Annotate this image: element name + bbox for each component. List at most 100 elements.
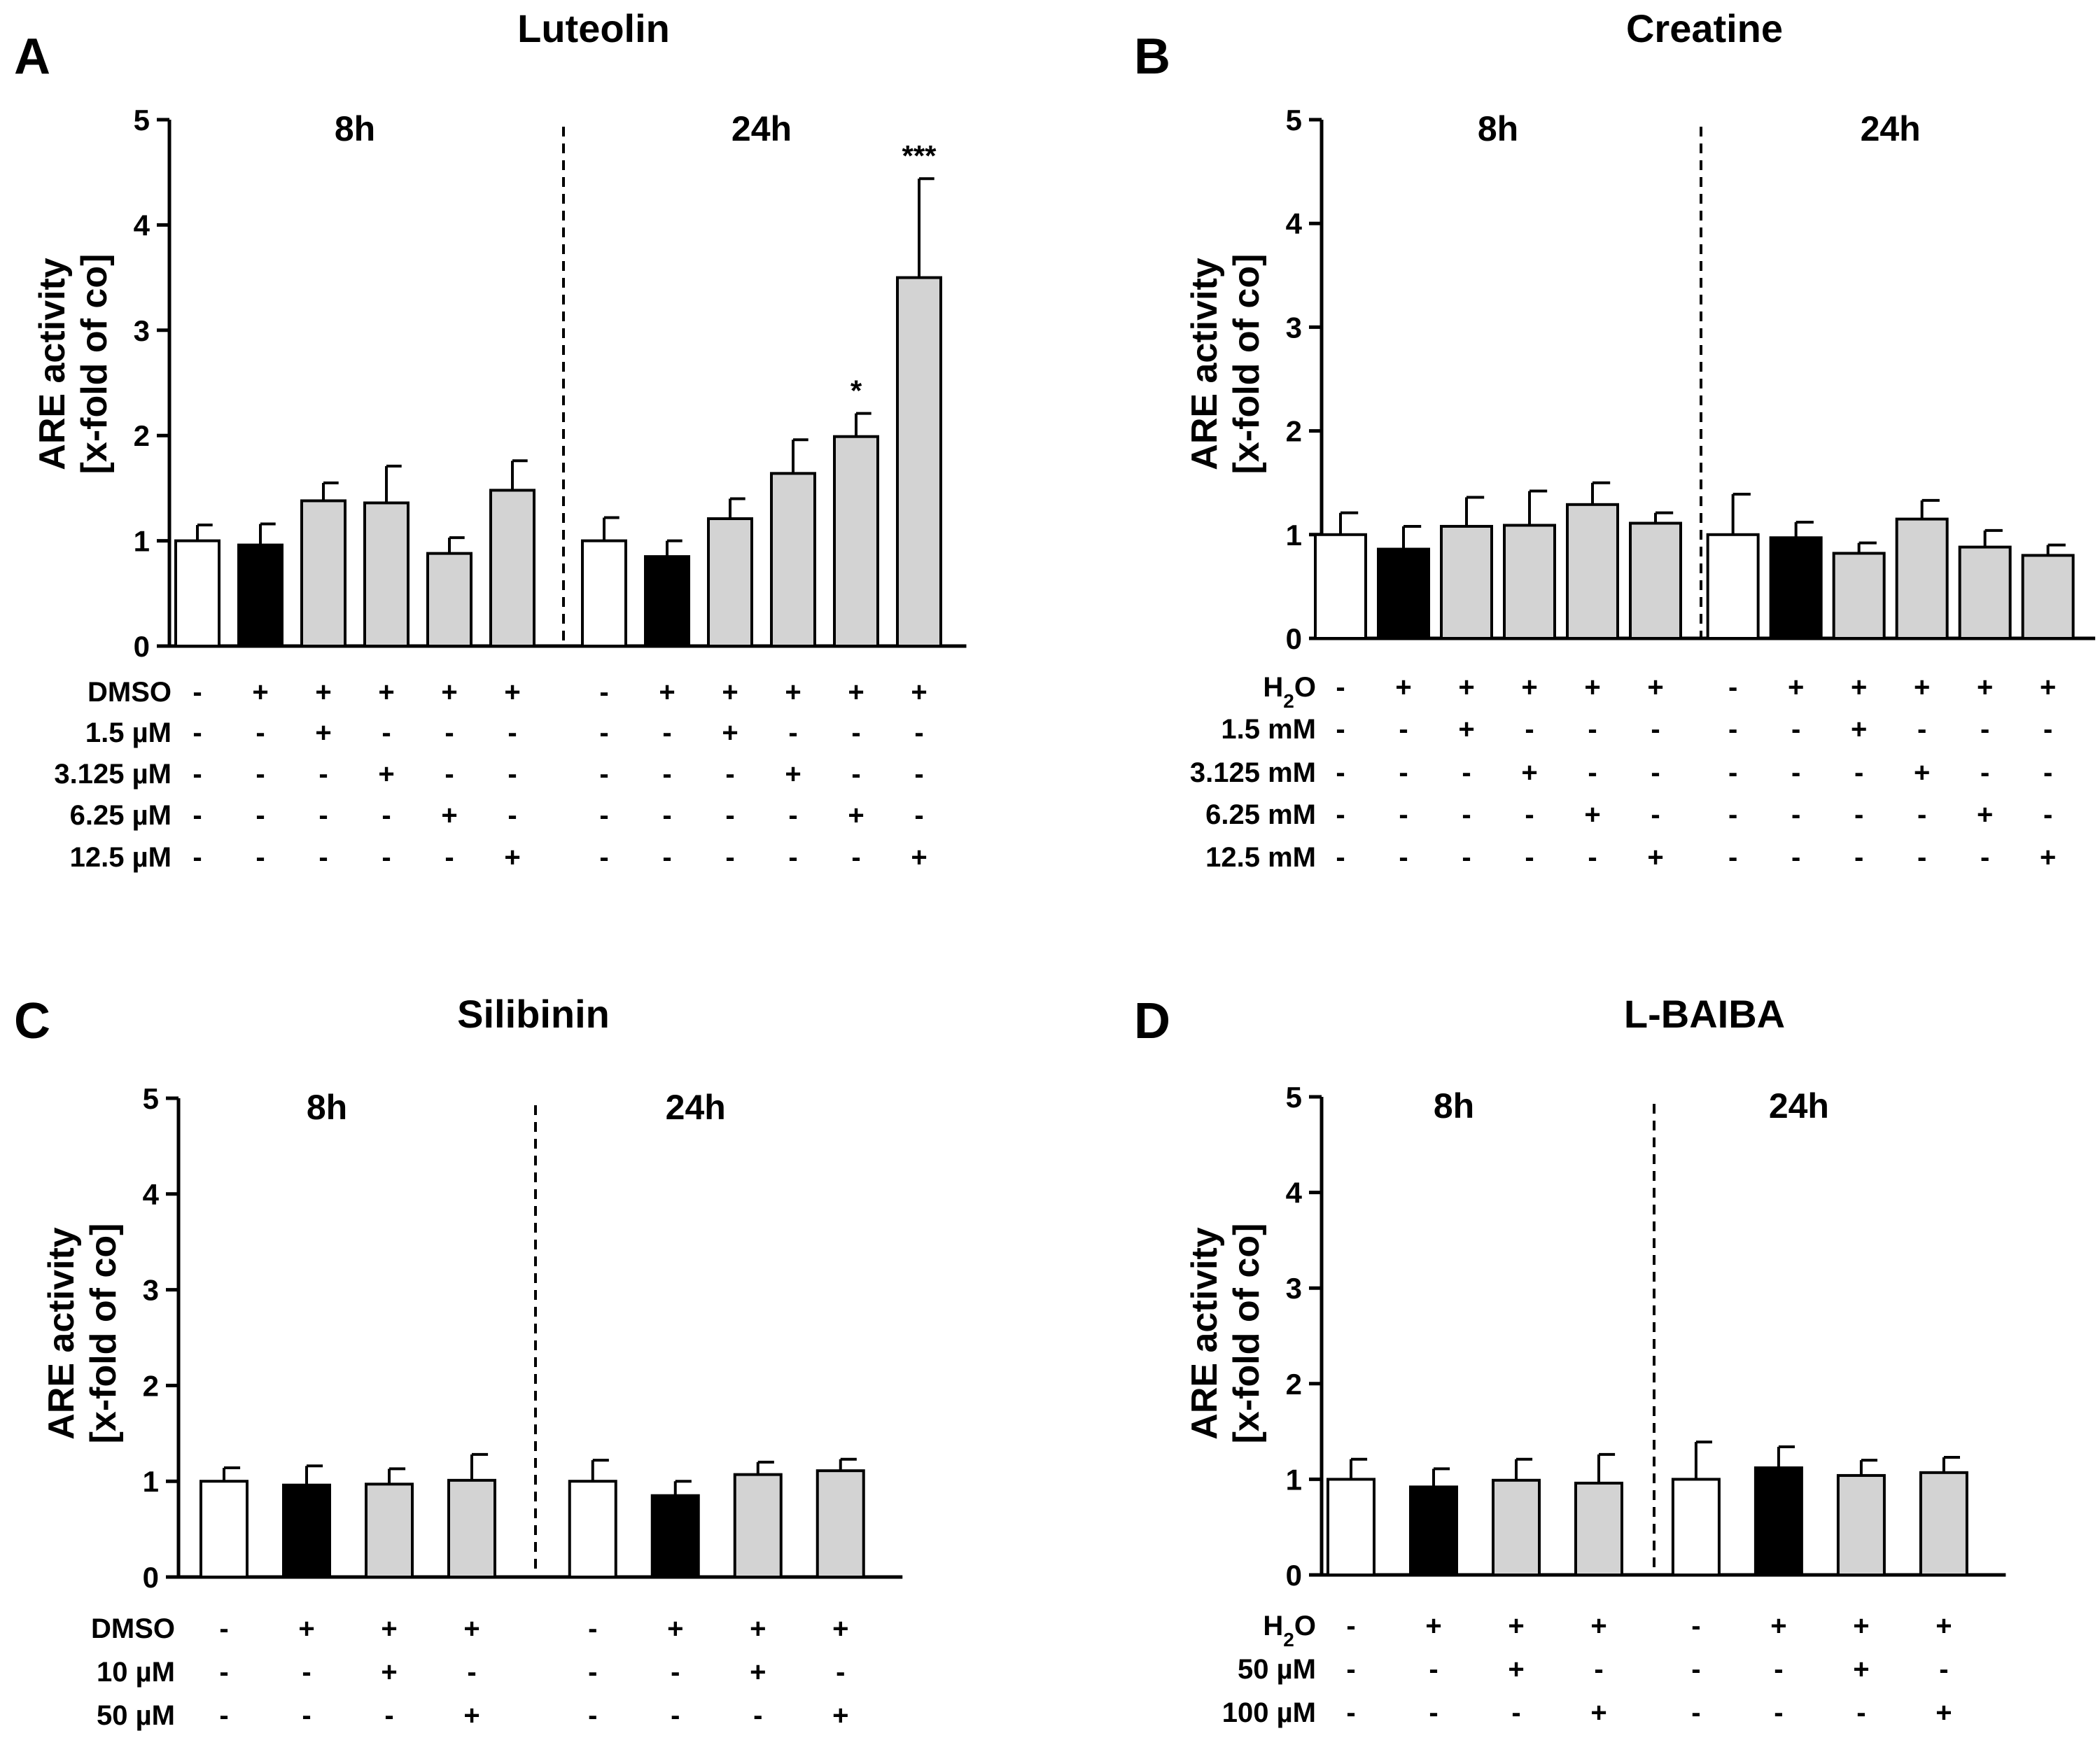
condition-sign: + [1590, 1697, 1606, 1728]
time-label-8h: 8h [307, 1088, 347, 1127]
condition-sign: + [1521, 757, 1537, 788]
bar-24h-4 [1919, 1471, 1968, 1576]
condition-sign: - [1791, 714, 1800, 745]
condition-sign: - [599, 717, 608, 748]
condition-sign: + [722, 717, 738, 748]
condition-sign: + [750, 1613, 766, 1644]
condition-sign: - [1336, 672, 1345, 703]
condition-sign: - [444, 842, 454, 873]
condition-label: 50 µM [1238, 1654, 1316, 1685]
bar-8h-3 [365, 1483, 414, 1578]
bar-8h-2 [282, 1483, 331, 1579]
condition-sign: - [914, 800, 923, 831]
condition-sign: - [1462, 842, 1471, 873]
condition-sign: + [911, 842, 927, 873]
condition-sign: - [192, 759, 202, 790]
condition-sign: - [2043, 757, 2052, 788]
condition-sign: - [1346, 1611, 1355, 1641]
condition-sign: - [192, 800, 202, 831]
panel-title: Silibinin [457, 992, 610, 1036]
y-axis-label-2: [x-fold of co] [1226, 1224, 1267, 1444]
condition-sign: - [914, 717, 923, 748]
bar-24h-1 [581, 539, 627, 647]
panel-c: C Silibinin ARE activity [x-fold of co] 0 1 2 3… [14, 992, 903, 1731]
y-tick-label: 1 [1286, 1463, 1302, 1496]
condition-sign: - [599, 677, 608, 708]
condition-sign: - [1346, 1697, 1355, 1728]
condition-sign: - [1856, 1697, 1865, 1728]
bar-24h-1 [568, 1480, 617, 1578]
panel-label: B [1134, 29, 1170, 85]
condition-sign: - [318, 759, 328, 790]
condition-sign: - [1980, 842, 1989, 873]
condition-sign: - [1791, 799, 1800, 830]
condition-sign: + [785, 677, 801, 708]
condition-sign: + [381, 1613, 397, 1644]
condition-sign: - [1525, 842, 1534, 873]
condition-sign: + [1977, 672, 1993, 703]
condition-sign: - [1462, 799, 1471, 830]
bar-24h-2 [644, 555, 690, 647]
condition-sign: + [1770, 1611, 1786, 1641]
y-tick-label: 1 [143, 1465, 159, 1498]
panel-title: Creatine [1626, 6, 1783, 50]
bar-8h-3 [1492, 1478, 1541, 1577]
condition-sign: + [463, 1700, 479, 1731]
y-tick-label: 4 [1286, 1177, 1303, 1210]
condition-sign: + [252, 677, 268, 708]
bar-24h-3 [1836, 1473, 1886, 1577]
condition-sign: - [725, 842, 734, 873]
condition-sign: + [1584, 672, 1600, 703]
condition-label: 3.125 µM [54, 759, 172, 790]
condition-sign: - [1691, 1697, 1700, 1728]
y-tick-label: 0 [1286, 622, 1302, 655]
condition-sign: - [382, 800, 391, 831]
condition-sign: - [671, 1657, 680, 1688]
condition-sign: + [2040, 842, 2056, 873]
condition-label: H2O [1263, 1611, 1316, 1651]
condition-sign: - [1728, 714, 1737, 745]
condition-sign: + [1914, 757, 1930, 788]
condition-sign: - [507, 759, 517, 790]
y-axis-label: ARE activity [1184, 1227, 1225, 1440]
bar-8h-1 [174, 539, 220, 647]
condition-sign: - [1594, 1654, 1603, 1685]
condition-sign: + [1935, 1697, 1952, 1728]
condition-sign: + [441, 677, 457, 708]
condition-sign: + [1914, 672, 1930, 703]
condition-sign: - [219, 1613, 228, 1644]
time-label-24h: 24h [1861, 109, 1921, 148]
y-tick-label: 3 [143, 1274, 159, 1307]
condition-sign: + [848, 677, 864, 708]
condition-sign: + [1584, 799, 1600, 830]
condition-sign: - [753, 1700, 762, 1731]
bar-24h-3 [1832, 552, 1886, 640]
condition-sign: + [298, 1613, 314, 1644]
bar-8h-5 [426, 552, 472, 648]
condition-sign: - [1917, 799, 1926, 830]
bar-8h-1 [1314, 533, 1367, 640]
panel-label: D [1134, 993, 1170, 1049]
condition-sign: - [2043, 799, 2052, 830]
bar-24h-4 [1895, 517, 1949, 640]
condition-label: 100 µM [1222, 1697, 1316, 1728]
condition-sign: - [2043, 714, 2052, 745]
condition-label: 12.5 mM [1205, 842, 1316, 873]
condition-sign: + [848, 800, 864, 831]
condition-sign: - [1588, 842, 1597, 873]
condition-sign: + [1851, 672, 1867, 703]
condition-sign: - [1728, 799, 1737, 830]
y-axis-label-2: [x-fold of co] [83, 1224, 124, 1444]
y-axis-label-2: [x-fold of co] [1226, 254, 1267, 475]
condition-sign: - [599, 842, 608, 873]
condition-sign: - [836, 1657, 845, 1688]
condition-sign: + [1853, 1654, 1869, 1685]
y-tick-label: 2 [1286, 415, 1302, 448]
condition-sign: - [1336, 799, 1345, 830]
y-tick-label: 2 [134, 419, 150, 452]
condition-sign: - [788, 717, 797, 748]
condition-sign: - [1525, 799, 1534, 830]
condition-sign: - [1774, 1697, 1783, 1728]
condition-sign: - [1399, 757, 1408, 788]
